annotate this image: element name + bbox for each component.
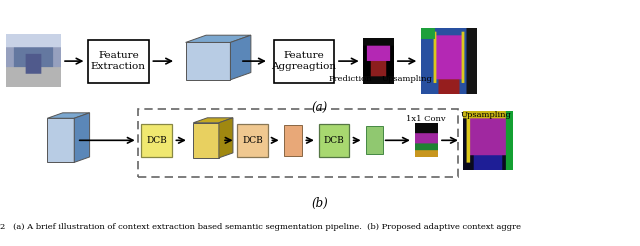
Text: Prediction: Prediction [328,75,372,83]
Bar [88,40,149,83]
Polygon shape [193,123,219,158]
Polygon shape [219,118,233,158]
Polygon shape [74,113,90,162]
Polygon shape [47,118,74,162]
Text: DCB: DCB [147,136,167,145]
Text: Feature
Aggreagtion: Feature Aggreagtion [271,51,337,71]
Polygon shape [230,35,251,80]
Text: Upsampling: Upsampling [461,111,512,119]
Polygon shape [193,118,233,123]
Polygon shape [186,35,251,42]
Text: 1x1 Conv: 1x1 Conv [406,115,445,123]
Bar [284,125,302,155]
Bar [141,124,172,157]
Text: 2   (a) A brief illustration of context extraction based semantic segmentation p: 2 (a) A brief illustration of context ex… [0,223,521,231]
Text: Feature
Extraction: Feature Extraction [91,51,146,71]
Bar [319,124,349,157]
Bar [237,124,268,157]
Bar [274,40,334,83]
Polygon shape [47,113,90,118]
Text: Upsampling: Upsampling [381,75,433,83]
Text: (a): (a) [312,102,328,115]
Bar [366,126,383,154]
Polygon shape [186,42,230,80]
Text: DCB: DCB [324,136,344,145]
Text: DCB: DCB [243,136,263,145]
Text: (b): (b) [312,197,328,210]
